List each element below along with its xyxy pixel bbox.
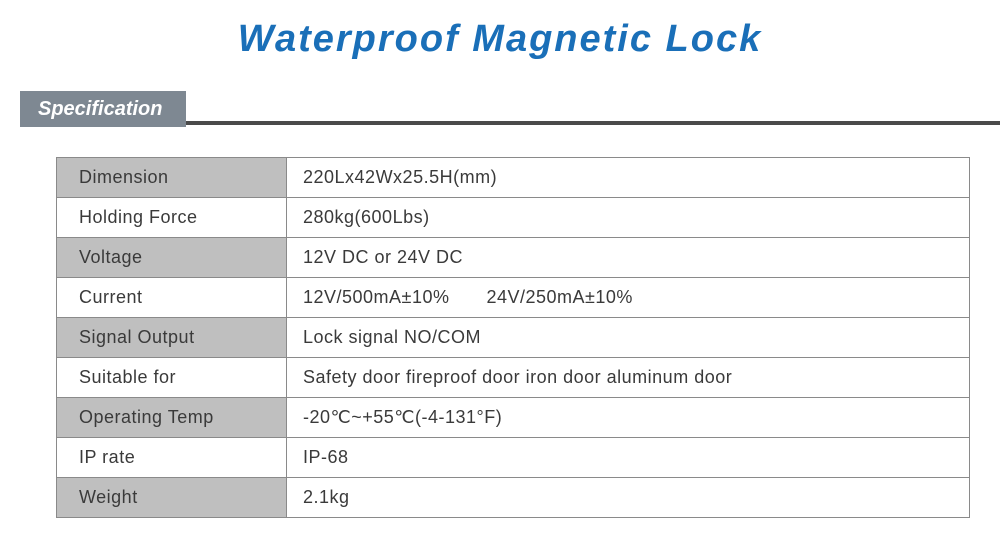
spec-label: Dimension — [57, 158, 287, 198]
spec-value: 12V/500mA±10% 24V/250mA±10% — [287, 278, 970, 318]
table-row: Holding Force280kg(600Lbs) — [57, 198, 970, 238]
section-header: Specification — [0, 91, 1000, 127]
spec-label: Signal Output — [57, 318, 287, 358]
spec-label: Operating Temp — [57, 398, 287, 438]
table-row: Dimension220Lx42Wx25.5H(mm) — [57, 158, 970, 198]
spec-label: Suitable for — [57, 358, 287, 398]
section-label: Specification — [20, 91, 186, 127]
table-row: IP rateIP-68 — [57, 438, 970, 478]
spec-value: 12V DC or 24V DC — [287, 238, 970, 278]
spec-value: 2.1kg — [287, 478, 970, 518]
spec-value: IP-68 — [287, 438, 970, 478]
table-row: Suitable forSafety door fireproof door i… — [57, 358, 970, 398]
spec-value: -20℃~+55℃(-4-131°F) — [287, 398, 970, 438]
spec-table: Dimension220Lx42Wx25.5H(mm)Holding Force… — [56, 157, 970, 518]
spec-value: 220Lx42Wx25.5H(mm) — [287, 158, 970, 198]
table-row: Voltage12V DC or 24V DC — [57, 238, 970, 278]
spec-label: IP rate — [57, 438, 287, 478]
table-row: Operating Temp-20℃~+55℃(-4-131°F) — [57, 398, 970, 438]
spec-value: Safety door fireproof door iron door alu… — [287, 358, 970, 398]
spec-label: Voltage — [57, 238, 287, 278]
spec-value: 280kg(600Lbs) — [287, 198, 970, 238]
table-row: Weight2.1kg — [57, 478, 970, 518]
spec-table-body: Dimension220Lx42Wx25.5H(mm)Holding Force… — [57, 158, 970, 518]
table-row: Signal OutputLock signal NO/COM — [57, 318, 970, 358]
spec-label: Holding Force — [57, 198, 287, 238]
spec-label: Current — [57, 278, 287, 318]
table-row: Current12V/500mA±10% 24V/250mA±10% — [57, 278, 970, 318]
page-title: Waterproof Magnetic Lock — [0, 0, 1000, 91]
spec-value: Lock signal NO/COM — [287, 318, 970, 358]
spec-label: Weight — [57, 478, 287, 518]
